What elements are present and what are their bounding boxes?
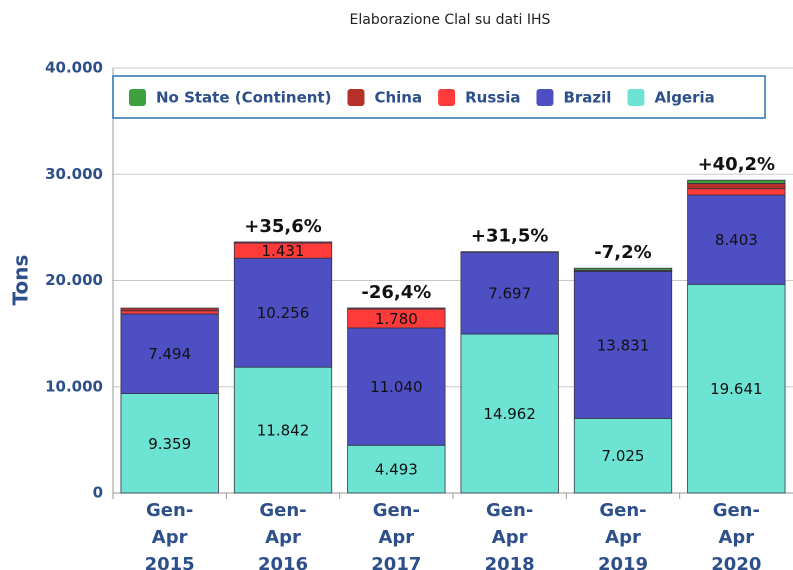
chart-subtitle: Elaborazione Clal su dati IHS bbox=[350, 12, 551, 28]
bar-segment bbox=[233, 366, 333, 494]
data-label: 4.493 bbox=[375, 461, 418, 479]
annotation: +35,6% bbox=[244, 216, 322, 237]
legend-swatch bbox=[438, 89, 456, 106]
bar-segment bbox=[233, 241, 333, 244]
data-label: 9.359 bbox=[148, 435, 191, 453]
x-tick-label: Gen-Apr 2019 bbox=[597, 500, 649, 570]
legend-label: Brazil bbox=[563, 89, 611, 107]
bar-segment bbox=[347, 327, 446, 446]
legend-swatch bbox=[347, 89, 365, 106]
bar-segment bbox=[233, 257, 333, 368]
bar-segment bbox=[460, 251, 559, 335]
bar-segment bbox=[573, 271, 673, 419]
data-label: 7.697 bbox=[488, 285, 531, 303]
legend-swatch bbox=[536, 89, 554, 106]
y-axis-label: Tons bbox=[9, 255, 33, 306]
bar-segment bbox=[347, 444, 446, 494]
bar-segment bbox=[687, 283, 786, 494]
legend-box bbox=[112, 75, 766, 119]
data-label: 1.780 bbox=[375, 310, 418, 328]
y-tick-label: 10.000 bbox=[45, 377, 103, 395]
x-tick-label: Gen-Apr 2015 bbox=[144, 500, 195, 570]
legend-swatch bbox=[129, 89, 146, 106]
bar-segment bbox=[687, 182, 786, 190]
bar-segment bbox=[573, 417, 673, 494]
x-tick-label: Gen-Apr 2016 bbox=[257, 500, 309, 570]
legend-label: Russia bbox=[465, 89, 520, 107]
data-label: 7.025 bbox=[602, 447, 645, 465]
data-label: 13.831 bbox=[597, 336, 650, 354]
bar-segment bbox=[687, 188, 786, 196]
bar-segment bbox=[460, 251, 559, 253]
bar-segment bbox=[460, 333, 559, 494]
bar-segment bbox=[120, 393, 219, 494]
data-label: 10.256 bbox=[257, 304, 310, 322]
x-tick-label: Gen-Apr 2018 bbox=[484, 500, 535, 570]
legend-label: China bbox=[374, 89, 422, 107]
bar-segment bbox=[573, 267, 673, 271]
bar-segment bbox=[120, 307, 219, 312]
annotation: +40,2% bbox=[698, 154, 776, 175]
data-label: 19.641 bbox=[710, 380, 763, 398]
legend-label: Algeria bbox=[654, 89, 714, 107]
annotation: -7,2% bbox=[594, 242, 651, 263]
y-tick-label: 0 bbox=[93, 484, 103, 502]
y-tick-label: 40.000 bbox=[45, 59, 103, 77]
data-label: 11.040 bbox=[370, 378, 423, 396]
x-tick-label: Gen-Apr 2017 bbox=[371, 500, 422, 570]
legend-swatch bbox=[627, 89, 645, 106]
bar-segment bbox=[120, 313, 219, 394]
annotation: -26,4% bbox=[361, 282, 431, 303]
legend-label: No State (Continent) bbox=[156, 89, 331, 107]
y-tick-label: 30.000 bbox=[45, 165, 103, 183]
data-label: 1.431 bbox=[262, 242, 305, 260]
data-label: 11.842 bbox=[257, 422, 310, 440]
data-label: 14.962 bbox=[483, 405, 536, 423]
data-label: 7.494 bbox=[148, 345, 191, 363]
bar-segment bbox=[687, 179, 786, 184]
annotation: +31,5% bbox=[471, 226, 549, 247]
bar-segment bbox=[687, 194, 786, 285]
x-tick-label: Gen-Apr 2020 bbox=[711, 500, 762, 570]
bar-segment bbox=[120, 310, 219, 315]
data-label: 8.403 bbox=[715, 231, 758, 249]
y-tick-label: 20.000 bbox=[45, 271, 103, 289]
bar-segment bbox=[347, 307, 446, 310]
